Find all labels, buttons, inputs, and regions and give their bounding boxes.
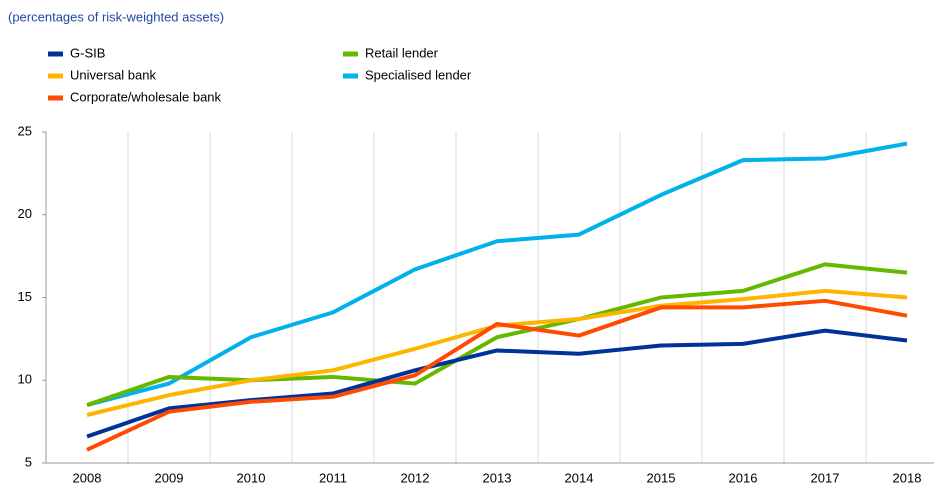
legend-label: Universal bank: [70, 67, 156, 82]
y-tick-label: 10: [18, 372, 32, 387]
series-line: [86, 328, 908, 439]
legend-label: G-SIB: [70, 45, 105, 60]
series-line: [86, 262, 908, 407]
legend-label: Retail lender: [365, 45, 439, 60]
x-tick-label: 2015: [647, 470, 676, 485]
x-tick-label: 2014: [565, 470, 594, 485]
legend-label: Specialised lender: [365, 67, 472, 82]
x-tick-label: 2010: [237, 470, 266, 485]
x-tick-label: 2012: [401, 470, 430, 485]
y-tick-label: 5: [25, 454, 32, 469]
series-line: [86, 298, 908, 452]
y-tick-label: 15: [18, 289, 32, 304]
y-tick-label: 25: [18, 123, 32, 138]
series-line: [86, 141, 908, 408]
legend-label: Corporate/wholesale bank: [70, 89, 222, 104]
y-tick-label: 20: [18, 206, 32, 221]
x-tick-label: 2013: [483, 470, 512, 485]
chart-subtitle: (percentages of risk-weighted assets): [8, 9, 224, 24]
x-tick-label: 2017: [811, 470, 840, 485]
x-tick-label: 2011: [319, 470, 347, 485]
x-tick-label: 2018: [893, 470, 922, 485]
x-tick-label: 2008: [73, 470, 102, 485]
x-tick-label: 2016: [729, 470, 758, 485]
x-tick-label: 2009: [155, 470, 184, 485]
